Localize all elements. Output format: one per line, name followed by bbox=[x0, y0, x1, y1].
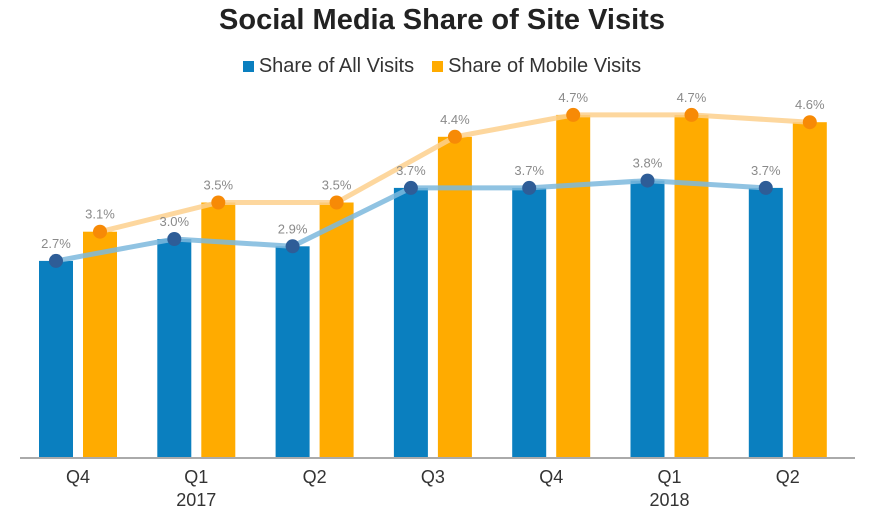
legend-item-all-visits: Share of All Visits bbox=[242, 55, 415, 78]
bar-all-1 bbox=[157, 239, 192, 458]
data-label-mobile-2: 3.5% bbox=[322, 178, 352, 193]
bar-all-3 bbox=[393, 187, 428, 458]
data-label-all-4: 3.7% bbox=[514, 163, 544, 178]
data-label-all-2: 2.9% bbox=[278, 221, 308, 236]
bar-mobile-6 bbox=[792, 122, 827, 458]
x-tick-label-4: Q4 bbox=[539, 467, 563, 487]
data-label-mobile-3: 4.4% bbox=[440, 112, 470, 127]
data-label-mobile-4: 4.7% bbox=[558, 90, 588, 105]
dot-all-5 bbox=[640, 173, 655, 188]
data-label-all-1: 3.0% bbox=[159, 214, 189, 229]
x-tick-label-5: Q1 bbox=[657, 467, 681, 487]
dot-all-0 bbox=[49, 253, 63, 268]
data-label-mobile-0: 3.1% bbox=[85, 207, 115, 222]
bar-mobile-1 bbox=[201, 202, 236, 458]
dot-mobile-5 bbox=[684, 107, 699, 122]
data-label-mobile-1: 3.5% bbox=[203, 178, 233, 193]
dot-all-6 bbox=[758, 180, 773, 195]
bar-mobile-2 bbox=[319, 202, 354, 458]
data-label-mobile-5: 4.7% bbox=[677, 90, 707, 105]
dot-mobile-1 bbox=[211, 195, 226, 210]
legend-item-mobile-visits: Share of Mobile Visits bbox=[432, 55, 641, 78]
legend-swatch-all bbox=[242, 61, 254, 72]
bar-all-4 bbox=[512, 187, 547, 458]
bar-all-0 bbox=[39, 260, 73, 458]
legend-label-mobile: Share of Mobile Visits bbox=[448, 55, 642, 77]
x-tick-label-3: Q3 bbox=[421, 467, 445, 487]
bar-all-2 bbox=[275, 246, 310, 458]
dot-mobile-4 bbox=[566, 107, 581, 122]
bar-all-6 bbox=[748, 187, 783, 458]
dot-all-1 bbox=[167, 232, 182, 246]
dot-all-3 bbox=[403, 180, 418, 195]
bar-mobile-4 bbox=[556, 114, 591, 459]
x-tick-label-6: Q2 bbox=[776, 467, 800, 487]
x-year-label-5: 2018 bbox=[649, 490, 689, 510]
bar-all-5 bbox=[630, 180, 665, 458]
dot-all-2 bbox=[285, 239, 300, 254]
x-year-label-1: 2017 bbox=[176, 490, 216, 510]
legend: Share of All Visits Share of Mobile Visi… bbox=[0, 55, 884, 78]
bar-mobile-3 bbox=[437, 136, 472, 459]
legend-swatch-mobile bbox=[432, 61, 444, 72]
legend-label-all: Share of All Visits bbox=[258, 55, 415, 77]
dot-mobile-6 bbox=[802, 115, 817, 130]
data-label-all-5: 3.8% bbox=[633, 156, 663, 171]
data-label-all-3: 3.7% bbox=[396, 163, 426, 178]
x-tick-label-1: Q1 bbox=[184, 467, 208, 487]
data-label-all-6: 3.7% bbox=[751, 163, 781, 178]
x-tick-label-0: Q4 bbox=[66, 467, 90, 487]
dot-mobile-2 bbox=[329, 195, 344, 210]
chart-title: Social Media Share of Site Visits bbox=[219, 4, 665, 36]
data-label-mobile-6: 4.6% bbox=[795, 97, 825, 112]
dot-mobile-0 bbox=[93, 224, 107, 239]
bar-mobile-0 bbox=[83, 231, 117, 458]
dot-mobile-3 bbox=[447, 129, 462, 144]
bar-mobile-5 bbox=[674, 114, 709, 459]
data-label-all-0: 2.7% bbox=[41, 236, 71, 251]
dot-all-4 bbox=[522, 180, 537, 195]
x-tick-label-2: Q2 bbox=[303, 467, 327, 487]
